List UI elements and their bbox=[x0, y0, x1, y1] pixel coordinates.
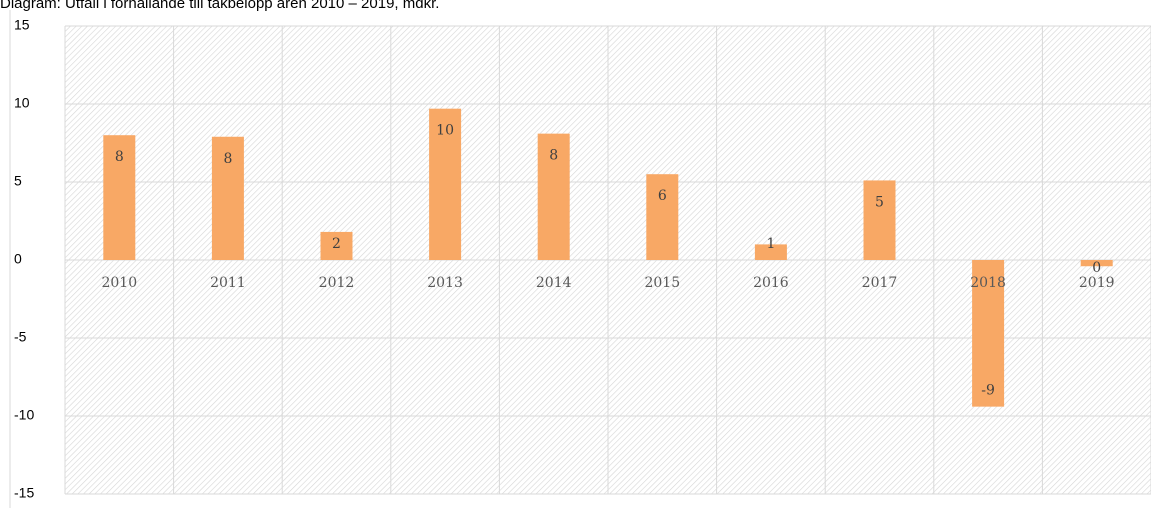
y-tick-label: 10 bbox=[14, 95, 30, 111]
y-tick-label: 0 bbox=[14, 251, 22, 267]
data-label: 5 bbox=[875, 194, 884, 210]
data-label: 8 bbox=[549, 148, 558, 164]
data-label: 8 bbox=[223, 151, 232, 167]
bar bbox=[754, 244, 787, 260]
x-tick-label: 2013 bbox=[427, 275, 463, 291]
y-tick-label: -5 bbox=[14, 329, 27, 345]
x-tick-label: 2018 bbox=[970, 275, 1006, 291]
data-label: 0 bbox=[1092, 260, 1101, 276]
data-label: 2 bbox=[332, 236, 341, 252]
x-tick-label: 2012 bbox=[319, 275, 355, 291]
bar bbox=[103, 135, 136, 260]
bar bbox=[429, 108, 462, 261]
y-tick-label: -10 bbox=[14, 407, 34, 423]
x-tick-label: 2011 bbox=[210, 275, 246, 291]
x-tick-label: 2017 bbox=[862, 275, 898, 291]
bar bbox=[211, 136, 244, 260]
y-tick-label: -15 bbox=[14, 485, 34, 501]
y-tick-label: 15 bbox=[14, 17, 30, 33]
y-tick-label: 5 bbox=[14, 173, 22, 189]
x-tick-label: 2019 bbox=[1079, 275, 1115, 291]
bar bbox=[646, 174, 679, 260]
x-tick-label: 2010 bbox=[101, 275, 137, 291]
data-label: -9 bbox=[981, 383, 995, 399]
x-tick-label: 2014 bbox=[536, 275, 572, 291]
data-label: 10 bbox=[436, 123, 454, 139]
bar bbox=[972, 260, 1005, 407]
data-label: 8 bbox=[115, 149, 124, 165]
x-tick-label: 2016 bbox=[753, 275, 789, 291]
bar bbox=[863, 180, 896, 260]
chart-title: Diagram: Utfall i förhållande till takbe… bbox=[0, 0, 439, 12]
bar bbox=[320, 231, 353, 260]
data-label: 1 bbox=[766, 236, 775, 252]
bar bbox=[1080, 260, 1113, 267]
bar bbox=[537, 133, 570, 260]
x-tick-label: 2015 bbox=[644, 275, 680, 291]
data-label: 6 bbox=[658, 188, 667, 204]
